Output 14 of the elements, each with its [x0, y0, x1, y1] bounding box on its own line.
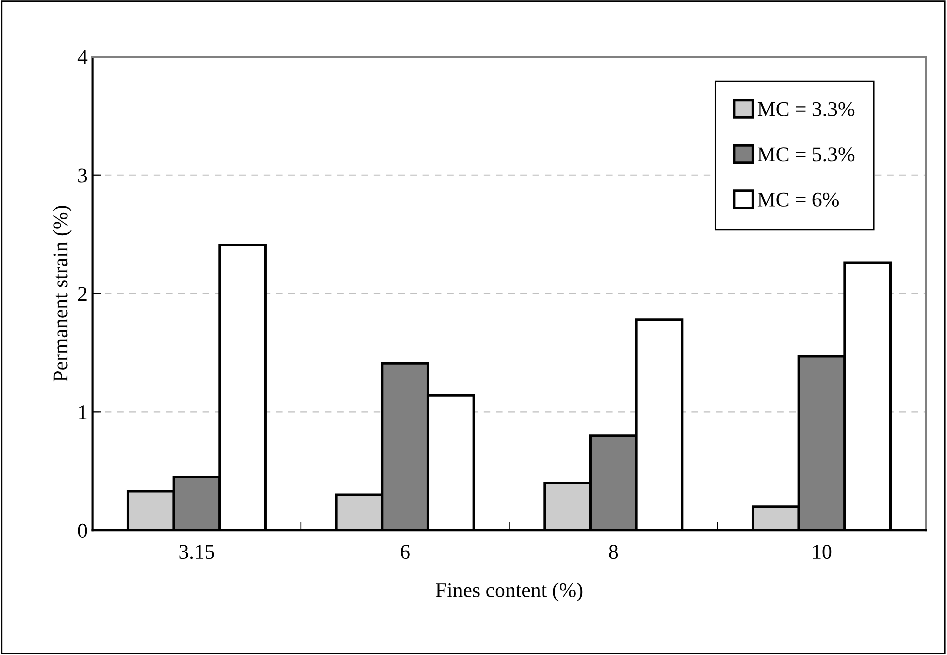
x-tick-label: 6 [401, 545, 410, 560]
y-axis-title: Permanent strain (%) [53, 206, 72, 382]
x-tick-label: 3.15 [180, 545, 214, 560]
legend-label: MC = 6% [758, 192, 839, 208]
x-axis-title: Fines content (%) [436, 582, 583, 602]
y-tick-label: 0 [78, 524, 88, 538]
y-tick-label: 1 [79, 406, 87, 420]
y-tick-label: 3 [78, 168, 88, 183]
y-tick-label: 2 [78, 287, 87, 301]
legend-label: MC = 3.3% [758, 102, 855, 116]
legend-label: MC = 5.3% [758, 148, 855, 162]
x-tick-label: 8 [609, 545, 618, 560]
x-tick-label: 10 [813, 545, 832, 560]
y-tick-label: 4 [78, 50, 88, 64]
